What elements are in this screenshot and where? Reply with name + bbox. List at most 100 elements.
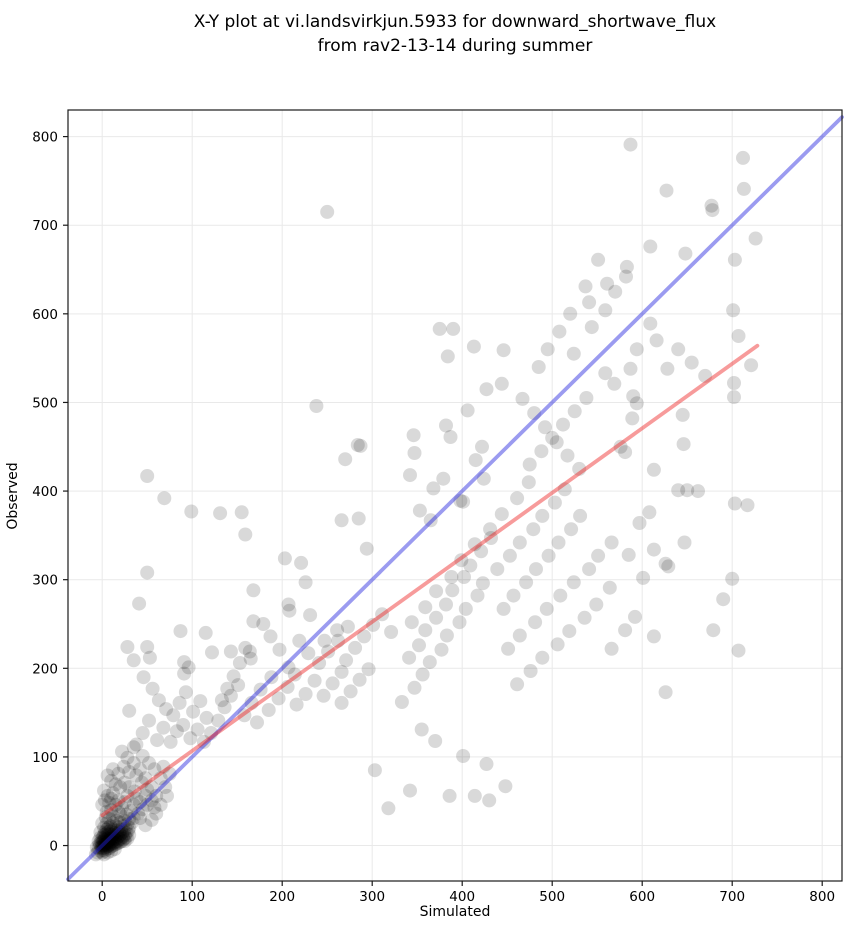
- scatter-point: [100, 768, 115, 783]
- scatter-point: [190, 722, 205, 737]
- scatter-point: [160, 788, 174, 803]
- scatter-point: [91, 834, 106, 849]
- scatter-point: [135, 726, 150, 740]
- scatter-point: [660, 361, 675, 376]
- scatter-point: [444, 570, 459, 584]
- scatter-point: [740, 498, 755, 513]
- scatter-point: [110, 827, 125, 841]
- scatter-point: [105, 831, 120, 846]
- scatter-point: [116, 824, 131, 839]
- scatter-point: [531, 360, 546, 374]
- scatter-point: [658, 685, 673, 700]
- scatter-point: [292, 633, 307, 648]
- scatter-point: [97, 835, 112, 849]
- scatter-point: [99, 816, 114, 831]
- scatter-point: [457, 570, 471, 584]
- scatter-point: [126, 653, 141, 668]
- scatter-point: [115, 834, 129, 849]
- scatter-point: [512, 628, 527, 643]
- scatter-point: [100, 788, 115, 803]
- scatter-point: [526, 522, 541, 537]
- scatter-point: [367, 763, 382, 778]
- scatter-point: [277, 551, 292, 566]
- scatter-point: [93, 825, 108, 840]
- scatter-point: [727, 376, 741, 390]
- scatter-point: [443, 430, 458, 444]
- scatter-point: [320, 204, 335, 219]
- scatter-point: [145, 681, 160, 696]
- scatter-point: [298, 575, 313, 590]
- scatter-point: [632, 516, 647, 530]
- scatter-point: [261, 703, 276, 717]
- scatter-point: [582, 562, 597, 577]
- scatter-point: [183, 731, 198, 746]
- scatter-point: [196, 734, 211, 749]
- scatter-point: [98, 840, 113, 855]
- scatter-point: [545, 430, 560, 445]
- scatter-point: [115, 744, 129, 759]
- scatter-point: [339, 653, 354, 668]
- scatter-point: [501, 641, 516, 656]
- scatter-point: [96, 838, 111, 853]
- scatter-point: [281, 597, 296, 612]
- scatter-point: [678, 246, 693, 261]
- scatter-point: [106, 786, 120, 801]
- scatter-point: [563, 306, 578, 321]
- scatter-point: [140, 782, 155, 797]
- scatter-point: [106, 822, 121, 837]
- scatter-point: [294, 555, 309, 570]
- scatter-point: [454, 553, 469, 568]
- scatter-point: [540, 342, 555, 357]
- x-tick-label: 400: [449, 889, 475, 905]
- scatter-point: [124, 815, 139, 830]
- scatter-point: [142, 756, 156, 771]
- scatter-point: [95, 831, 110, 846]
- scatter-point: [467, 537, 482, 552]
- scatter-point: [95, 835, 110, 850]
- scatter-point: [101, 827, 116, 842]
- scatter-point: [159, 702, 174, 717]
- scatter-point: [116, 759, 131, 774]
- scatter-point: [100, 835, 115, 850]
- scatter-point: [104, 791, 119, 806]
- chart-title-line1: X-Y plot at vi.landsvirkjun.5933 for dow…: [194, 12, 716, 32]
- scatter-point: [402, 650, 417, 665]
- y-tick-label: 500: [32, 395, 58, 411]
- scatter-point: [122, 703, 137, 718]
- scatter-point: [166, 708, 181, 723]
- scatter-point: [131, 806, 146, 821]
- scatter-point: [562, 624, 577, 639]
- scatter-point: [642, 505, 657, 520]
- scatter-point: [625, 411, 640, 426]
- scatter-point: [133, 795, 147, 810]
- scatter-point: [628, 609, 642, 624]
- x-tick-label: 300: [359, 889, 385, 905]
- scatter-point: [110, 834, 125, 849]
- scatter-point: [97, 838, 112, 853]
- scatter-point: [309, 399, 324, 413]
- scatter-point: [726, 303, 741, 318]
- scatter-point: [113, 827, 128, 842]
- scatter-point: [287, 667, 302, 682]
- scatter-point: [629, 342, 644, 357]
- scatter-point: [484, 531, 498, 545]
- scatter-point: [604, 535, 619, 550]
- scatter-point: [117, 775, 132, 790]
- scatter-point: [108, 835, 123, 849]
- scatter-point: [99, 828, 114, 843]
- scatter-point: [566, 346, 581, 361]
- scatter-point: [100, 825, 115, 840]
- scatter-point: [553, 588, 568, 603]
- scatter-point: [109, 823, 124, 838]
- scatter-point: [552, 324, 567, 339]
- scatter-point: [138, 788, 153, 803]
- scatter-point: [96, 829, 111, 844]
- scatter-point: [263, 629, 278, 644]
- scatter-point: [282, 603, 297, 618]
- scatter-point: [111, 820, 126, 835]
- scatter-point: [95, 797, 110, 812]
- regression-line: [100, 343, 760, 818]
- scatter-point: [602, 580, 617, 595]
- scatter-point: [115, 826, 129, 841]
- scatter-point: [439, 628, 454, 643]
